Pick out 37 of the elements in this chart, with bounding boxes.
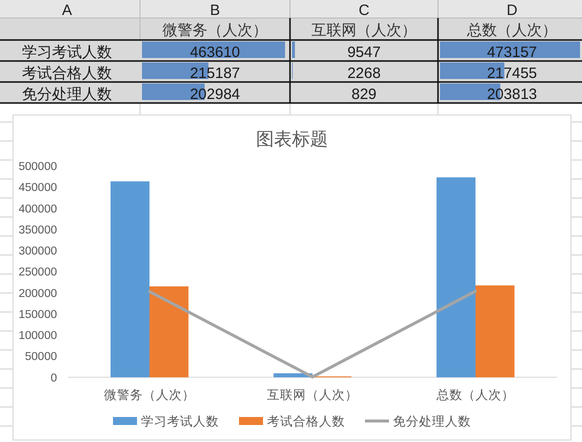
y-tick-label: 500000	[18, 161, 57, 173]
y-tick-label: 400000	[18, 203, 57, 216]
x-tick-label: 总数（人次）	[436, 388, 514, 402]
text: A	[62, 2, 72, 19]
text: 学习考试人数	[22, 44, 112, 61]
y-tick-label: 450000	[18, 182, 57, 194]
y-tick-label: 100000	[18, 330, 57, 342]
y-tick-label: 300000	[18, 246, 57, 258]
text: B	[210, 2, 220, 19]
legend-label: 学习考试人数	[141, 414, 219, 428]
text: C	[358, 2, 370, 19]
y-tick-label: 350000	[18, 224, 57, 236]
bar	[110, 181, 150, 378]
data-label: 473157	[486, 44, 538, 61]
y-tick-label: 0	[50, 372, 57, 384]
x-tick-label: 互联网（人次）	[267, 388, 358, 402]
category-label: 互联网（人次）	[312, 22, 416, 39]
legend-label: 免分处理人数	[393, 414, 471, 428]
category-label: 微警务（人次）	[162, 22, 268, 39]
bar	[150, 286, 188, 378]
data-label: 9547	[347, 44, 381, 61]
x-tick-label: 微警务（人次）	[104, 388, 195, 402]
y-tick-label: 200000	[18, 288, 57, 300]
y-tick-label: 250000	[18, 266, 57, 279]
text: 免分处理人数	[22, 86, 112, 103]
text: D	[506, 2, 518, 19]
legend-label: 考试合格人数	[267, 414, 345, 428]
data-label: 829	[351, 86, 377, 103]
bar	[476, 285, 514, 378]
chart-title: 图表标题	[256, 129, 328, 149]
text: 考试合格人数	[22, 65, 112, 82]
data-label: 463610	[190, 44, 240, 61]
y-tick-label: 150000	[18, 308, 57, 321]
data-label: 2268	[347, 65, 381, 82]
y-tick-label: 50000	[25, 351, 57, 364]
category-label: 总数（人次）	[467, 22, 557, 39]
bar	[436, 177, 476, 378]
